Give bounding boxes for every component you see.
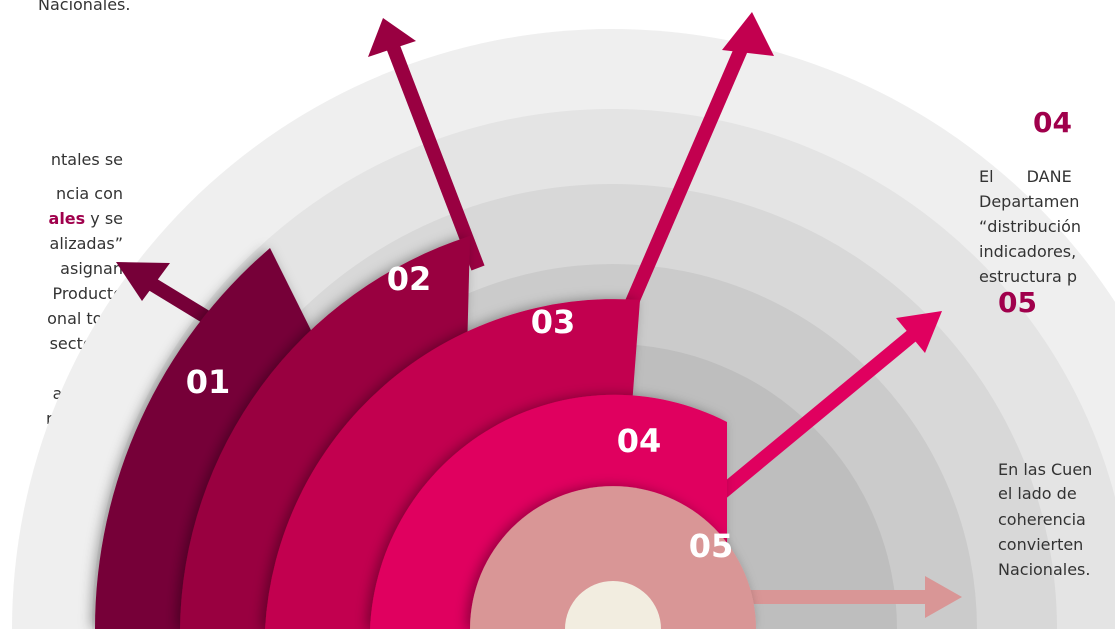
arrow-04 xyxy=(690,311,942,521)
arrow-02 xyxy=(368,18,485,271)
text-05-line-3: coherencia xyxy=(998,510,1086,529)
segment-label-05: 05 xyxy=(689,527,734,565)
text-05-line-2: el lado de xyxy=(998,484,1077,503)
left-line-5: asignan xyxy=(60,259,123,278)
left-line-6: Producto xyxy=(52,284,123,303)
text-04-line-5: estructura p xyxy=(979,267,1078,286)
text-05-line-1: En las Cuen xyxy=(998,460,1093,479)
left-line-2: ncia con xyxy=(56,184,123,203)
heading-05: 05 xyxy=(998,286,1037,319)
left-line-3-rest: y se xyxy=(85,209,123,228)
text-04-line-3: “distribución xyxy=(979,217,1081,236)
segment-label-03: 03 xyxy=(531,303,576,341)
heading-04: 04 xyxy=(1033,106,1072,139)
text-04-line-2: Departamen xyxy=(979,192,1080,211)
left-line-1: ntales se xyxy=(50,150,123,169)
arrow-03 xyxy=(613,12,774,333)
segment-05 xyxy=(470,486,756,629)
text-04-line-4: indicadores, xyxy=(979,242,1077,261)
segment-label-02: 02 xyxy=(387,260,432,298)
text-04-line-1: El DANE xyxy=(979,167,1072,186)
left-line-3: ales y se xyxy=(0,208,123,231)
text-05-line-4: convierten xyxy=(998,535,1084,554)
top-left-text: Nacionales. xyxy=(38,0,131,14)
arrow-05 xyxy=(740,576,962,618)
segment-label-04: 04 xyxy=(617,422,662,460)
center-dot xyxy=(565,581,661,629)
segment-label-01: 01 xyxy=(186,363,231,401)
text-05-line-5: Nacionales. xyxy=(998,560,1091,579)
left-line-3-bold: ales xyxy=(48,209,86,228)
left-line-4: alizadas” xyxy=(49,234,123,253)
